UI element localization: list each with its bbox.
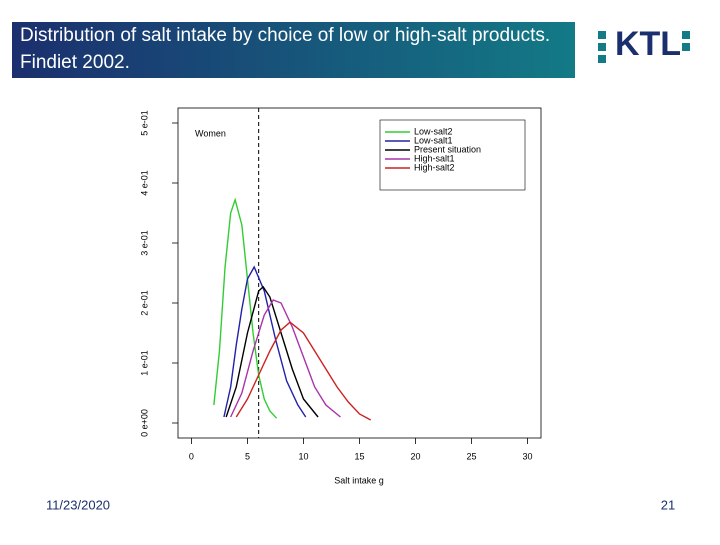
y-tick-label: 2 e-01	[139, 290, 149, 316]
x-tick-label: 10	[298, 451, 308, 461]
line-series	[225, 285, 319, 418]
x-tick-label: 5	[245, 451, 250, 461]
line-series	[213, 197, 278, 419]
y-tick-label: 4 e-01	[139, 170, 149, 196]
logo: KTL	[598, 25, 690, 63]
x-tick-label: 15	[354, 451, 364, 461]
logo-dot	[598, 55, 606, 63]
x-tick-label: 25	[467, 451, 477, 461]
y-tick-label: 0 e+00	[139, 409, 149, 437]
logo-dot	[598, 31, 606, 39]
y-tick-label: 3 e-01	[139, 230, 149, 256]
slide-title: Distribution of salt intake by choice of…	[20, 25, 551, 73]
annotation: Women	[195, 128, 226, 138]
line-series	[235, 321, 372, 421]
title-box: Distribution of salt intake by choice of…	[20, 25, 551, 73]
legend-label: Low-salt2	[414, 126, 453, 136]
y-tick-label: 5 e-01	[139, 110, 149, 136]
date: 11/23/2020	[46, 497, 110, 512]
x-tick-label: 0	[189, 451, 194, 461]
legend-label: High-salt2	[414, 162, 455, 172]
logo-dot	[682, 43, 690, 51]
page-number: 21	[661, 497, 675, 512]
line-series	[223, 265, 307, 418]
legend-label: Present situation	[414, 144, 481, 154]
legend-label: Low-salt1	[414, 135, 453, 145]
logo-dot	[682, 31, 690, 39]
x-tick-label: 20	[411, 451, 421, 461]
logo-text: KTL	[615, 25, 681, 63]
line-series	[230, 299, 341, 418]
x-axis-label: Salt intake g	[334, 475, 384, 485]
header-bar	[12, 22, 575, 78]
legend-label: High-salt1	[414, 153, 455, 163]
x-tick-label: 30	[523, 451, 533, 461]
y-tick-label: 1 e-01	[139, 350, 149, 376]
logo-dot	[598, 43, 606, 51]
